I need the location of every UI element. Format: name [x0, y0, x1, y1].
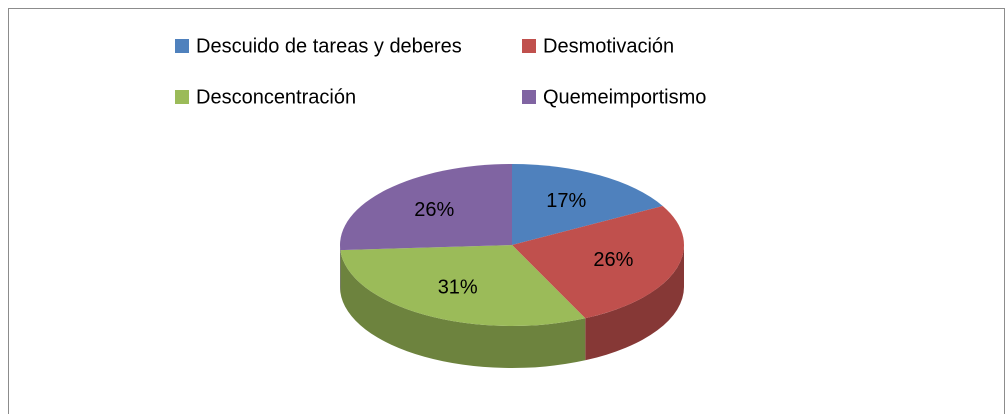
legend-label: Quemeimportismo [543, 86, 706, 108]
legend-label: Desmotivación [543, 35, 674, 57]
legend-swatch [522, 90, 536, 104]
slice-side [340, 250, 586, 368]
data-label: 26% [414, 199, 454, 221]
slice [340, 245, 586, 326]
legend-swatch [175, 90, 189, 104]
slice [340, 164, 512, 251]
legend-swatch [175, 39, 189, 53]
slice [512, 205, 684, 319]
slice [512, 164, 663, 245]
data-label: 17% [546, 190, 586, 212]
legend-label: Desconcentración [196, 86, 356, 108]
legend-label: Descuido de tareas y deberes [196, 35, 462, 57]
legend-swatch [522, 39, 536, 53]
data-label: 26% [593, 249, 633, 271]
slice-side [585, 245, 684, 361]
data-label: 31% [438, 277, 478, 299]
